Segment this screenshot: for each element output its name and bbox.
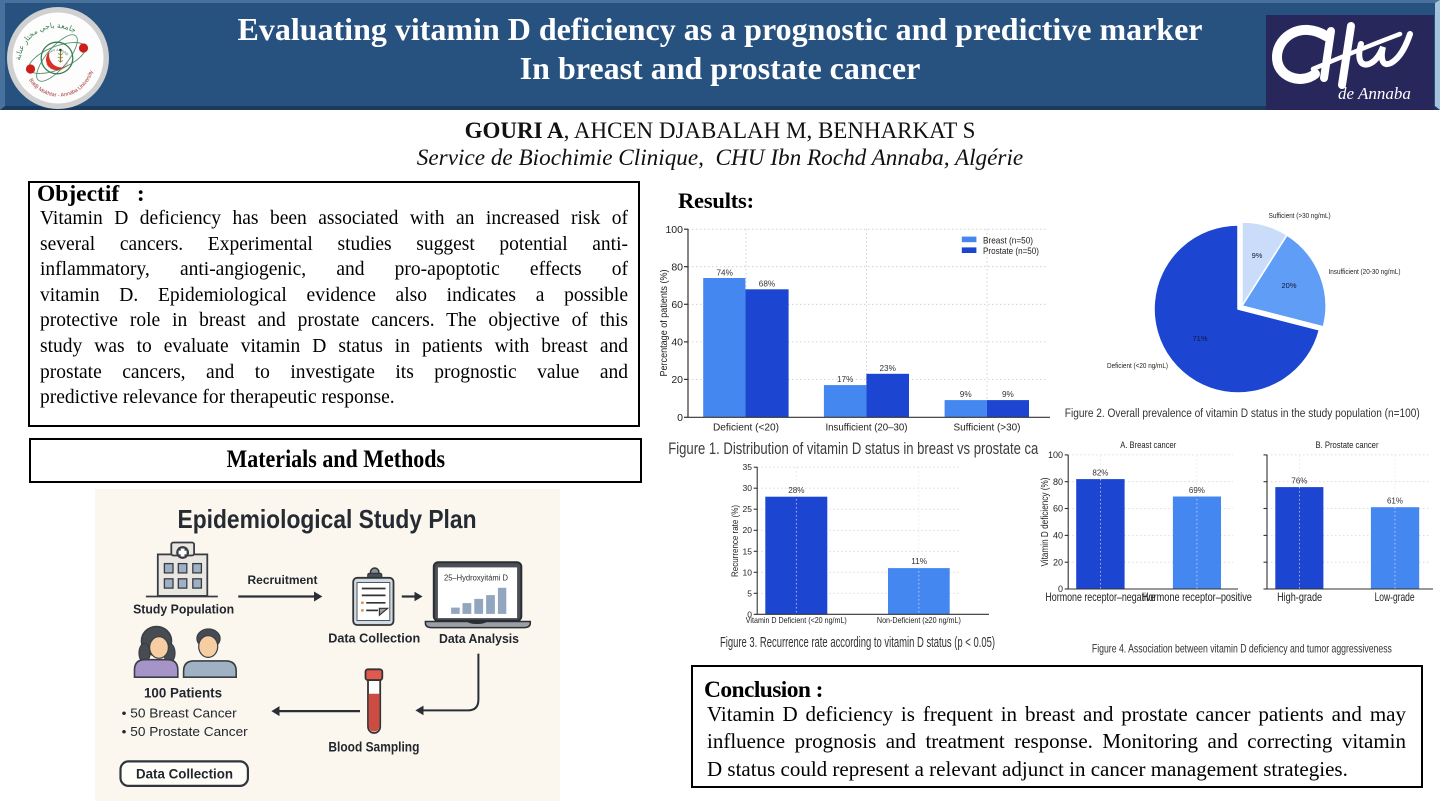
svg-text:Data Collection: Data Collection — [136, 766, 233, 782]
svg-text:B. Prostate cancer: B. Prostate cancer — [1316, 440, 1379, 450]
svg-text:100 Patients: 100 Patients — [144, 686, 222, 701]
svg-text:9%: 9% — [1252, 251, 1263, 260]
svg-text:76%: 76% — [1291, 477, 1307, 486]
svg-text:High-grade: High-grade — [1277, 590, 1322, 604]
svg-text:60: 60 — [671, 299, 683, 311]
svg-text:20%: 20% — [1281, 281, 1296, 290]
svg-text:• 50 Breast Cancer: • 50 Breast Cancer — [122, 706, 238, 721]
svg-text:Vitamin D deficiency (%): Vitamin D deficiency (%) — [1040, 478, 1051, 567]
svg-text:Figure 4. Association between: Figure 4. Association between vitamin D … — [1092, 642, 1392, 656]
svg-text:Figure 2. Overall prevalence o: Figure 2. Overall prevalence of vitamin … — [1065, 406, 1420, 420]
svg-text:61%: 61% — [1387, 497, 1403, 506]
svg-text:30: 30 — [743, 483, 753, 493]
svg-text:Data Analysis: Data Analysis — [439, 631, 519, 646]
svg-text:11%: 11% — [911, 557, 927, 566]
svg-text:Prostate (n=50): Prostate (n=50) — [983, 246, 1039, 257]
svg-text:Blood Sampling: Blood Sampling — [328, 740, 419, 755]
svg-text:69%: 69% — [1189, 486, 1205, 495]
svg-text:Insufficient (20-30 ng/mL): Insufficient (20-30 ng/mL) — [1329, 269, 1401, 276]
svg-text:Hormone receptor–positive: Hormone receptor–positive — [1142, 590, 1252, 604]
svg-text:23%: 23% — [880, 364, 896, 373]
svg-text:Data Collection: Data Collection — [328, 631, 420, 646]
svg-text:20: 20 — [671, 374, 683, 386]
svg-text:25–Hydroxyitámi D: 25–Hydroxyitámi D — [444, 573, 508, 583]
svg-text:Insufficient (20–30): Insufficient (20–30) — [826, 422, 908, 434]
svg-text:Recruitment: Recruitment — [248, 573, 318, 587]
svg-text:Percentage of patients (%): Percentage of patients (%) — [660, 270, 670, 377]
svg-text:5: 5 — [747, 588, 752, 598]
svg-text:40: 40 — [1053, 531, 1063, 541]
svg-text:25: 25 — [743, 504, 753, 514]
svg-text:Sufficient (>30 ng/mL): Sufficient (>30 ng/mL) — [1269, 213, 1331, 220]
svg-text:Deficient (<20 ng/mL): Deficient (<20 ng/mL) — [1107, 363, 1168, 370]
svg-text:Hormone receptor–negative: Hormone receptor–negative — [1045, 590, 1155, 604]
svg-text:0: 0 — [1058, 584, 1063, 594]
svg-text:71%: 71% — [1192, 334, 1207, 343]
svg-text:Figure 1. Distribution of vita: Figure 1. Distribution of vitamin D stat… — [668, 439, 1038, 458]
svg-text:A. Breast cancer: A. Breast cancer — [1120, 440, 1176, 450]
svg-text:80: 80 — [671, 262, 683, 274]
svg-text:15: 15 — [743, 546, 753, 556]
svg-text:Sufficient (>30): Sufficient (>30) — [954, 422, 1021, 434]
svg-text:20: 20 — [1053, 557, 1063, 567]
svg-text:Figure 3. Recurrence rate acco: Figure 3. Recurrence rate according to v… — [720, 634, 995, 651]
svg-text:74%: 74% — [717, 269, 733, 278]
svg-text:35: 35 — [743, 462, 753, 472]
svg-text:10: 10 — [743, 567, 753, 577]
svg-text:Recurrence rate (%): Recurrence rate (%) — [730, 505, 741, 577]
svg-text:de Annaba: de Annaba — [1338, 84, 1411, 103]
svg-text:0: 0 — [747, 609, 752, 619]
svg-text:Non-Deficient (≥20 ng/mL): Non-Deficient (≥20 ng/mL) — [877, 615, 961, 625]
svg-text:9%: 9% — [1002, 390, 1014, 399]
svg-text:Breast (n=50): Breast (n=50) — [983, 235, 1033, 246]
svg-text:20: 20 — [743, 525, 753, 535]
svg-text:100: 100 — [1048, 450, 1063, 460]
svg-text:9%: 9% — [960, 390, 972, 399]
svg-text:Study Population: Study Population — [133, 603, 234, 617]
svg-text:80: 80 — [1053, 477, 1063, 487]
svg-text:0: 0 — [677, 412, 683, 424]
svg-text:17%: 17% — [837, 375, 853, 384]
svg-text:Epidemiological Study Plan: Epidemiological Study Plan — [178, 504, 477, 534]
svg-text:• 50 Prostate Cancer: • 50 Prostate Cancer — [122, 724, 249, 739]
svg-text:60: 60 — [1053, 504, 1063, 514]
svg-text:82%: 82% — [1092, 469, 1108, 478]
svg-text:100: 100 — [665, 224, 683, 236]
svg-text:Low-grade: Low-grade — [1375, 590, 1415, 604]
svg-text:28%: 28% — [788, 486, 804, 495]
svg-text:Deficient (<20): Deficient (<20) — [713, 422, 779, 434]
svg-text:40: 40 — [671, 337, 683, 349]
svg-text:Vitamin D Deficient (<20 ng/mL: Vitamin D Deficient (<20 ng/mL) — [746, 615, 847, 625]
svg-text:68%: 68% — [759, 280, 775, 289]
